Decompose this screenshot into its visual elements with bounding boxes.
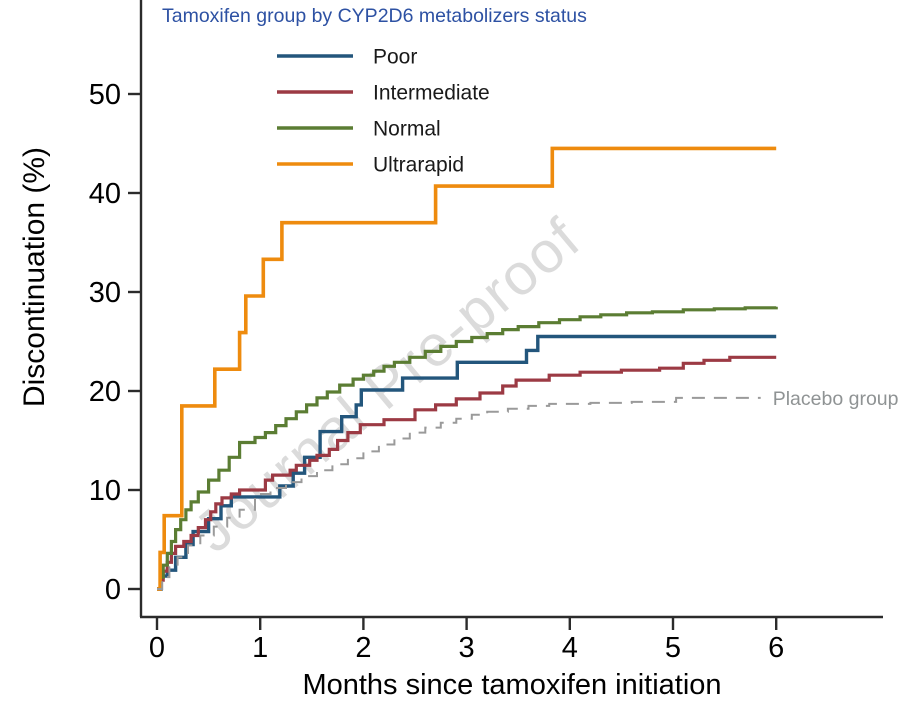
y-axis-title: Discontinuation (%) — [18, 147, 51, 407]
legend-label-normal: Normal — [373, 118, 441, 141]
y-tick-label: 50 — [89, 79, 121, 111]
x-tick-label: 2 — [355, 632, 371, 664]
curve-intermediate — [157, 355, 777, 591]
legend-label-poor: Poor — [373, 46, 417, 69]
axes: 0 10 20 30 40 50 0 1 2 3 4 5 6 — [89, 0, 883, 664]
x-tick-label: 1 — [252, 632, 268, 664]
legend-entries: Poor Intermediate Normal Ultrarapid — [277, 46, 490, 177]
x-axis-title: Months since tamoxifen initiation — [302, 669, 721, 701]
y-tick-label: 20 — [89, 376, 121, 408]
curve-placebo-group — [157, 396, 761, 590]
legend-label-intermediate: Intermediate — [373, 82, 490, 105]
legend-label-ultrarapid: Ultrarapid — [373, 154, 464, 177]
y-tick-label: 30 — [89, 277, 121, 309]
x-tick-label: 3 — [459, 632, 475, 664]
survival-curves: Placebo group — [157, 146, 899, 591]
legend: Tamoxifen group by CYP2D6 metabolizers s… — [162, 5, 587, 177]
legend-title: Tamoxifen group by CYP2D6 metabolizers s… — [162, 5, 587, 27]
y-tick-label: 10 — [89, 475, 121, 507]
x-tick-label: 6 — [768, 632, 784, 664]
y-tick-label: 40 — [89, 178, 121, 210]
curve-normal — [157, 306, 778, 591]
y-tick-label: 0 — [105, 574, 121, 606]
x-tick-label: 4 — [562, 632, 578, 664]
placebo-group-label: Placebo group — [773, 388, 899, 410]
x-tick-label: 0 — [149, 632, 165, 664]
curve-ultrarapid — [157, 146, 777, 591]
x-tick-label: 5 — [665, 632, 681, 664]
watermark-text: Journal Pre-proof — [182, 205, 593, 565]
